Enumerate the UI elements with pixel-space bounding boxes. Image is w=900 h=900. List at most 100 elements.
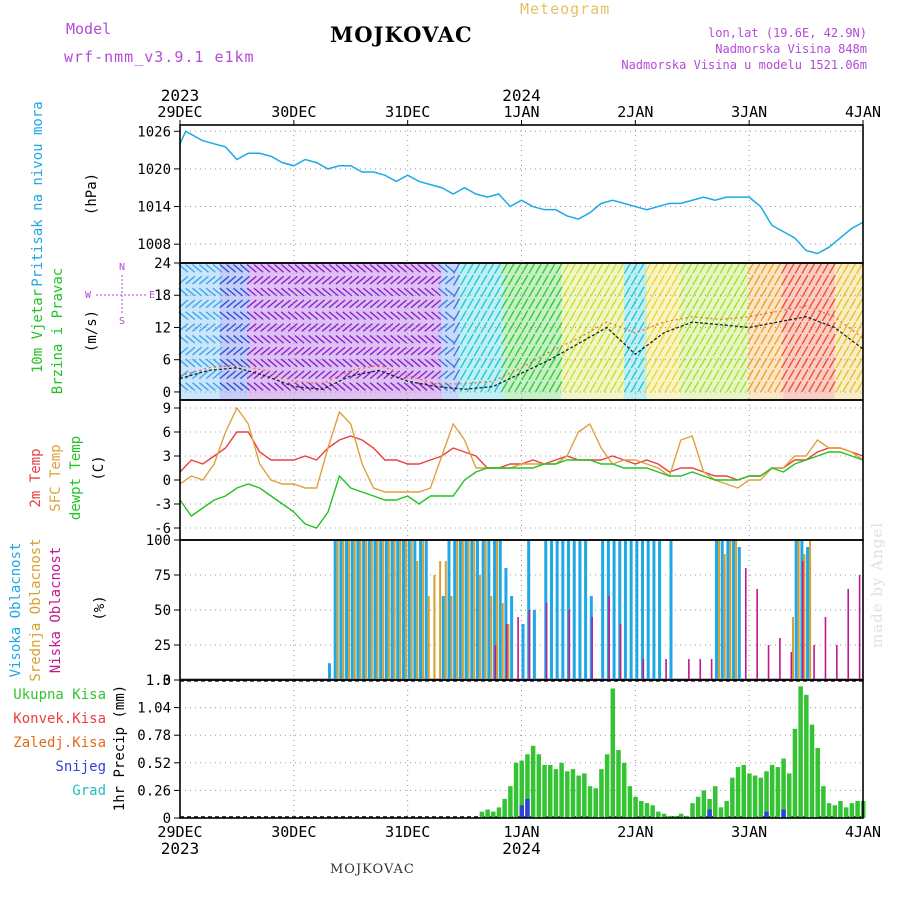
wind-barb <box>849 345 857 357</box>
wind-barb <box>596 333 604 345</box>
wind-barb <box>362 370 373 380</box>
wind-barb <box>712 333 720 345</box>
wind-barb <box>267 275 278 285</box>
wind-barb <box>253 346 264 356</box>
wind-barb <box>349 263 360 273</box>
wind-barb <box>610 381 618 393</box>
wind-barb <box>308 323 319 332</box>
wind-barb <box>780 333 789 345</box>
low-cloud-bar <box>779 638 781 680</box>
wind-barb <box>273 287 285 297</box>
wind-barb <box>828 310 836 322</box>
high-cloud-bar <box>401 540 405 680</box>
wind-barb <box>521 310 529 322</box>
wind-barb <box>657 357 666 369</box>
wind-barb <box>541 381 550 393</box>
wind-barb <box>396 346 408 356</box>
total-rain-bar <box>826 803 832 818</box>
wind-barb <box>521 262 529 274</box>
wind-barb <box>733 357 741 369</box>
wind-barb <box>808 310 816 322</box>
wind-barb <box>521 286 529 298</box>
wind-barb <box>431 287 442 297</box>
wind-barb <box>480 286 488 298</box>
wind-barb <box>403 358 414 368</box>
wind-barb <box>685 333 693 345</box>
wind-barb <box>801 321 809 334</box>
high-cloud-bar <box>623 540 627 680</box>
wind-barb <box>219 334 230 344</box>
wind-barb <box>705 274 713 286</box>
wind-barb <box>431 370 442 380</box>
wind-barb <box>417 334 428 344</box>
wind-barb <box>226 275 237 285</box>
total-rain-bar <box>519 760 524 818</box>
wind-barb <box>548 357 556 369</box>
wind-barb <box>437 263 449 273</box>
wind-barb <box>376 263 387 273</box>
wind-barb <box>493 321 502 334</box>
x-top-date-label: 3JAN <box>731 103 767 121</box>
wind-barb <box>390 299 401 309</box>
wind-barb <box>321 311 332 321</box>
wind-barb <box>507 381 515 393</box>
wind-barb <box>314 370 326 380</box>
wind-barb <box>355 370 367 380</box>
wind-barb <box>569 310 577 322</box>
wind-barb <box>821 333 830 345</box>
wind-barb <box>760 369 768 381</box>
y-tick-label: 0 <box>163 811 171 827</box>
total-rain-bar <box>718 807 724 818</box>
wind-barb <box>233 358 244 368</box>
wind-barb <box>596 298 604 310</box>
total-rain-bar <box>565 771 570 818</box>
wind-barb <box>314 287 326 297</box>
wind-barb <box>712 262 720 274</box>
wind-barb <box>644 298 652 310</box>
wind-barb <box>651 321 659 334</box>
wind-barb <box>466 369 474 381</box>
wind-barb <box>342 370 353 380</box>
wind-barb <box>424 287 435 297</box>
wind-barb <box>726 262 734 274</box>
temp-dewpoint-axis-title: dewpt Temp <box>68 436 84 520</box>
wind-barb <box>760 262 768 274</box>
wind-barb <box>369 299 380 309</box>
wind-barb <box>233 346 244 356</box>
wind-barb <box>541 298 550 310</box>
wind-barb <box>342 275 353 285</box>
wind-barb <box>185 382 196 391</box>
wind-barb <box>794 369 802 381</box>
wind-barb <box>582 286 590 298</box>
station-footer: MOJKOVAC <box>330 862 415 877</box>
wind-barb <box>692 286 700 298</box>
total-rain-bar <box>496 807 502 818</box>
wind-barb <box>855 262 864 274</box>
mid-cloud-bar <box>365 540 368 680</box>
wind-barb <box>569 321 577 334</box>
wind-barb <box>226 263 237 273</box>
wind-barb <box>705 286 713 298</box>
wind-barb <box>280 299 291 309</box>
model-name: wrf-nmm_v3.9.1 e1km <box>64 48 255 66</box>
wind-barb <box>342 287 353 297</box>
wind-barb <box>424 334 435 344</box>
wind-barb <box>212 275 223 285</box>
wind-barb <box>562 298 570 310</box>
wind-barb <box>548 310 556 322</box>
low-cloud-axis-title: Niska Oblacnost <box>48 547 64 673</box>
wind-barb <box>410 346 421 356</box>
wind-barb <box>198 370 209 380</box>
wind-barb <box>719 274 727 286</box>
wind-barb <box>616 274 625 286</box>
wind-barb <box>514 310 522 322</box>
wind-barb <box>321 346 332 356</box>
wind-barb <box>651 345 659 357</box>
wind-barb <box>610 262 618 274</box>
mid-cloud-bar <box>723 554 726 680</box>
low-cloud-bar <box>699 659 702 680</box>
total-rain-bar <box>610 688 616 818</box>
wind-barb <box>328 263 339 273</box>
wind-barb <box>664 262 672 274</box>
wind-barb <box>403 287 414 297</box>
